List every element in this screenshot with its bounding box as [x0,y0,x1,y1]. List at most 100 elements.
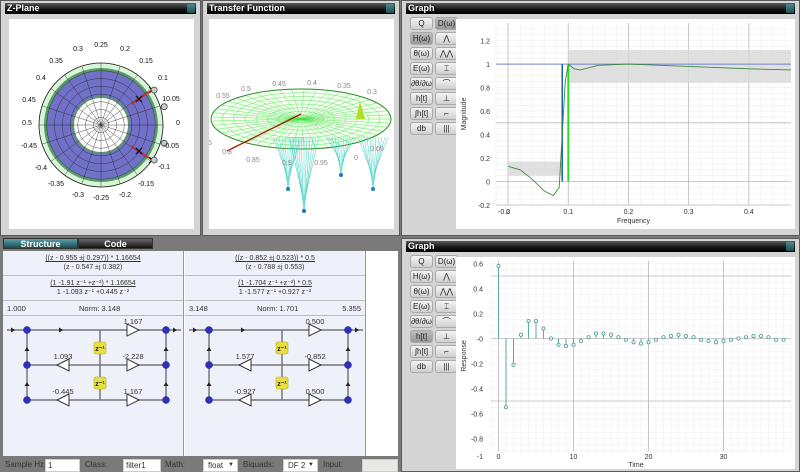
toolbar-button-D[interactable]: D(ω) [435,17,458,30]
svg-text:20: 20 [645,454,653,461]
svg-text:0.8: 0.8 [222,149,232,156]
maximize-icon[interactable] [786,4,794,13]
toolbar-button-[interactable]: ∂θ/∂ω [410,315,433,328]
toolbar-button-E[interactable]: E(ω) [410,62,433,75]
transfer-canvas[interactable]: 0.55 0.5 0.45 0.4 0.35 0.3 5 0.8 0.85 0.9 0.95 0 0.0… [208,19,394,229]
toolbar-button-[interactable]: θ(ω) [410,285,433,298]
toolbar-button-ht[interactable]: ∫h[t] [410,345,433,358]
svg-text:-0.05: -0.05 [163,143,179,150]
toolbar-button-db[interactable]: db [410,122,433,135]
toolbar-row: H(ω) ⋀ [410,270,458,283]
biquads-select[interactable]: DF 2 ▼ [283,459,318,472]
toolbar-button-[interactable]: ⋀⋀ [435,285,458,298]
svg-text:-0.2: -0.2 [119,192,131,199]
toolbar-button-[interactable]: θ(ω) [410,47,433,60]
svg-text:0.8: 0.8 [480,86,490,93]
svg-text:-0.3: -0.3 [72,192,84,199]
toolbar-button-[interactable]: ⌒ [435,315,458,328]
graph-title: Graph [408,3,435,13]
class-input[interactable]: filter1 [123,459,161,472]
toolbar-row: ∂θ/∂ω ⌒ [410,315,458,328]
toolbar-button-E[interactable]: E(ω) [410,300,433,313]
svg-text:-0.2: -0.2 [471,362,483,369]
magnitude-chart[interactable]: -0.200.20.40.60.811.20 0.1 0.2 0.3 0.4-0.2Fr… [456,19,795,229]
zplane-plot[interactable]: 0.25 0.3 0.2 0.35 0.15 0.4 0.1 0.45 10.05 0.5 0 -0.… [9,19,194,229]
polynomial-form: (1 -1.704 z⁻¹ +z⁻²) * 0.5 1 -1.577 z⁻¹ +… [185,276,365,301]
frequency-plot-area[interactable]: -0.2 0 0.2 0.4 0.6 0.8 1 1.2 0 0.1 0.2 0.3 0.4 -0.2 Fr… [456,19,795,229]
svg-text:10.05: 10.05 [162,96,180,103]
impulse-graph-panel: Graph Q D(ω) H(ω) ⋀ θ(ω) ⋀⋀ E(ω) ⌶ ∂θ/∂ω ⌒ h[t] ⊥ ∫h… [401,238,800,472]
biquad-section-1: ((z - 0.955 ±j 0.297)) * 1.16654 (z - 0.… [3,251,184,456]
toolbar-button-[interactable]: ⌶ [435,300,458,313]
svg-text:0: 0 [354,155,358,162]
toolbar-button-ht[interactable]: h[t] [410,92,433,105]
biquads-value: DF 2 [288,461,306,470]
toolbar-row: db ||| [410,360,458,373]
toolbar-button-[interactable]: ⌒ [435,77,458,90]
toolbar-row: h[t] ⊥ [410,330,458,343]
graph-titlebar[interactable]: Graph [406,3,795,14]
norm-row: 3.148 Norm: 1.701 5.355 [185,301,365,316]
toolbar-button-D[interactable]: D(ω) [435,255,458,268]
maximize-icon[interactable] [187,4,195,13]
impulse-response-chart[interactable]: 0.6 0.4 0.2 -0 -0.2 -0.4 -0.6 -0.8 -1 0 10 20 30 Time… [456,257,795,469]
graph-toolbar: Q D(ω) H(ω) ⋀ θ(ω) ⋀⋀ E(ω) ⌶ ∂θ/∂ω ⌒ h[t] ⊥ ∫h[t] ⌐ db… [410,255,458,375]
transfer-panel: Transfer Function 0.55 0.5 0.45 0.4 0.35 0.3 5… [202,0,400,236]
toolbar-button-Q[interactable]: Q [410,255,433,268]
toolbar-row: ∂θ/∂ω ⌒ [410,77,458,90]
signal-flow-diagram: 1.167 1.093 -2.228 -0.445 1.167 z⁻¹ z⁻¹ [7,317,181,407]
svg-text:-0.852: -0.852 [304,352,325,361]
maximize-icon[interactable] [386,4,394,13]
toolbar-button-H[interactable]: H(ω) [410,270,433,283]
zplane-title: Z-Plane [7,3,40,13]
tab-code[interactable]: Code [78,238,153,249]
toolbar-row: E(ω) ⌶ [410,62,458,75]
sample-hz-input[interactable]: 1 [45,459,80,472]
svg-text:-0.25: -0.25 [93,195,109,202]
maximize-icon[interactable] [786,242,794,251]
toolbar-button-[interactable]: ⌐ [435,345,458,358]
toolbar-button-[interactable]: ⋀ [435,270,458,283]
pole-zero-form: ((z - 0.852 ±j 0.523)) * 0.5 (z - 0.788 … [185,251,365,276]
toolbar-row: ∫h[t] ⌐ [410,107,458,120]
toolbar-button-[interactable]: ⊥ [435,330,458,343]
zplane-panel: Z-Plane 0.25 0.3 0.2 0.35 0.15 0.4 0.1 0.45 10.0… [0,0,201,236]
toolbar-button-[interactable]: ⋀⋀ [435,47,458,60]
toolbar-button-[interactable]: ⋀ [435,32,458,45]
svg-text:0.2: 0.2 [624,209,634,216]
impulse-plot-area[interactable]: 0.6 0.4 0.2 -0 -0.2 -0.4 -0.6 -0.8 -1 0 10 20 30 Time… [456,257,795,469]
toolbar-button-[interactable]: ⌶ [435,62,458,75]
toolbar-button-[interactable]: ∂θ/∂ω [410,77,433,90]
toolbar-button-ht[interactable]: h[t] [410,330,433,343]
svg-text:0.5: 0.5 [22,120,32,127]
zplane-canvas[interactable]: 0.25 0.3 0.2 0.35 0.15 0.4 0.1 0.45 10.05 0.5 0 -0.… [9,19,194,229]
toolbar-button-[interactable]: ⌐ [435,107,458,120]
output-gain: 5.355 [342,304,361,313]
input-gain: 1.000 [7,304,26,313]
graph-titlebar[interactable]: Graph [406,241,795,252]
toolbar-button-H[interactable]: H(ω) [410,32,433,45]
toolbar-button-[interactable]: ||| [435,122,458,135]
toolbar-button-ht[interactable]: ∫h[t] [410,107,433,120]
toolbar-button-[interactable]: ⊥ [435,92,458,105]
svg-text:0: 0 [497,454,501,461]
toolbar-button-db[interactable]: db [410,360,433,373]
poly-denominator: 1 -1.577 z⁻¹ +0.927 z⁻² [238,289,312,296]
svg-text:0: 0 [506,209,510,216]
math-select[interactable]: float ▼ [203,459,238,472]
transfer-surface-plot[interactable]: 0.550.50.45 0.4 0.350.350.80.85 0.9 0.9500.0… [208,19,394,229]
pz-numerator: ((z - 0.955 ±j 0.297)) * 1.16654 [45,255,141,262]
transfer-titlebar[interactable]: Transfer Function [207,3,395,14]
svg-text:0.6: 0.6 [473,262,483,269]
svg-text:-0.8: -0.8 [471,437,483,444]
poly-numerator: (1 -1.704 z⁻¹ +z⁻²) * 0.5 [238,280,312,287]
svg-text:0.25: 0.25 [94,42,108,49]
zplane-titlebar[interactable]: Z-Plane [5,3,196,14]
input-field[interactable] [362,459,398,472]
toolbar-row: E(ω) ⌶ [410,300,458,313]
toolbar-button-Q[interactable]: Q [410,17,433,30]
toolbar-button-[interactable]: ||| [435,360,458,373]
svg-text:-0.45: -0.45 [21,143,37,150]
svg-text:0.500: 0.500 [306,317,325,326]
tab-structure[interactable]: Structure [3,238,78,249]
